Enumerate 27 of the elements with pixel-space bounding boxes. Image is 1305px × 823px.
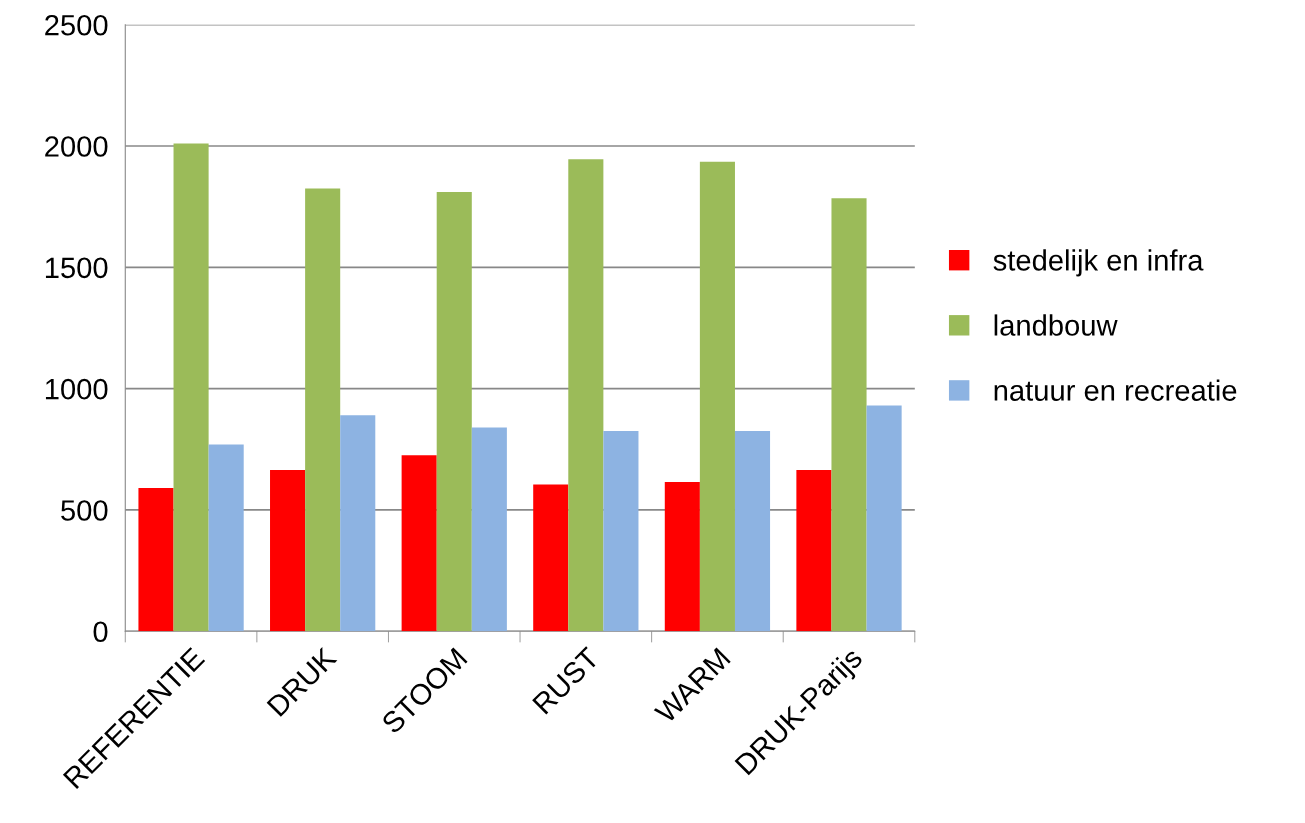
bar [401, 455, 437, 632]
y-tick-label: 0 [93, 621, 108, 643]
bar [270, 469, 306, 632]
bar [831, 198, 867, 632]
legend-label: landbouw [994, 314, 1118, 336]
legend-label: natuur en recreatie [994, 379, 1237, 401]
y-tick-label: 1000 [45, 378, 108, 400]
bar [208, 444, 244, 632]
bar [173, 143, 209, 632]
bar [340, 415, 376, 632]
y-tick-label: 1500 [45, 257, 108, 279]
legend-label: stedelijk en infra [993, 249, 1204, 277]
bar [866, 405, 902, 632]
bar [471, 427, 507, 632]
bar [603, 431, 639, 632]
bar [699, 161, 735, 632]
bar [568, 159, 604, 632]
bar [796, 469, 832, 632]
bar [734, 431, 771, 632]
bar [533, 484, 569, 632]
bar [138, 488, 174, 632]
y-tick-label: 2500 [45, 14, 108, 36]
y-tick-label: 2000 [45, 136, 108, 157]
y-tick-label: 500 [61, 500, 108, 521]
bar [305, 188, 341, 632]
bar [664, 482, 700, 632]
bar [436, 192, 472, 632]
